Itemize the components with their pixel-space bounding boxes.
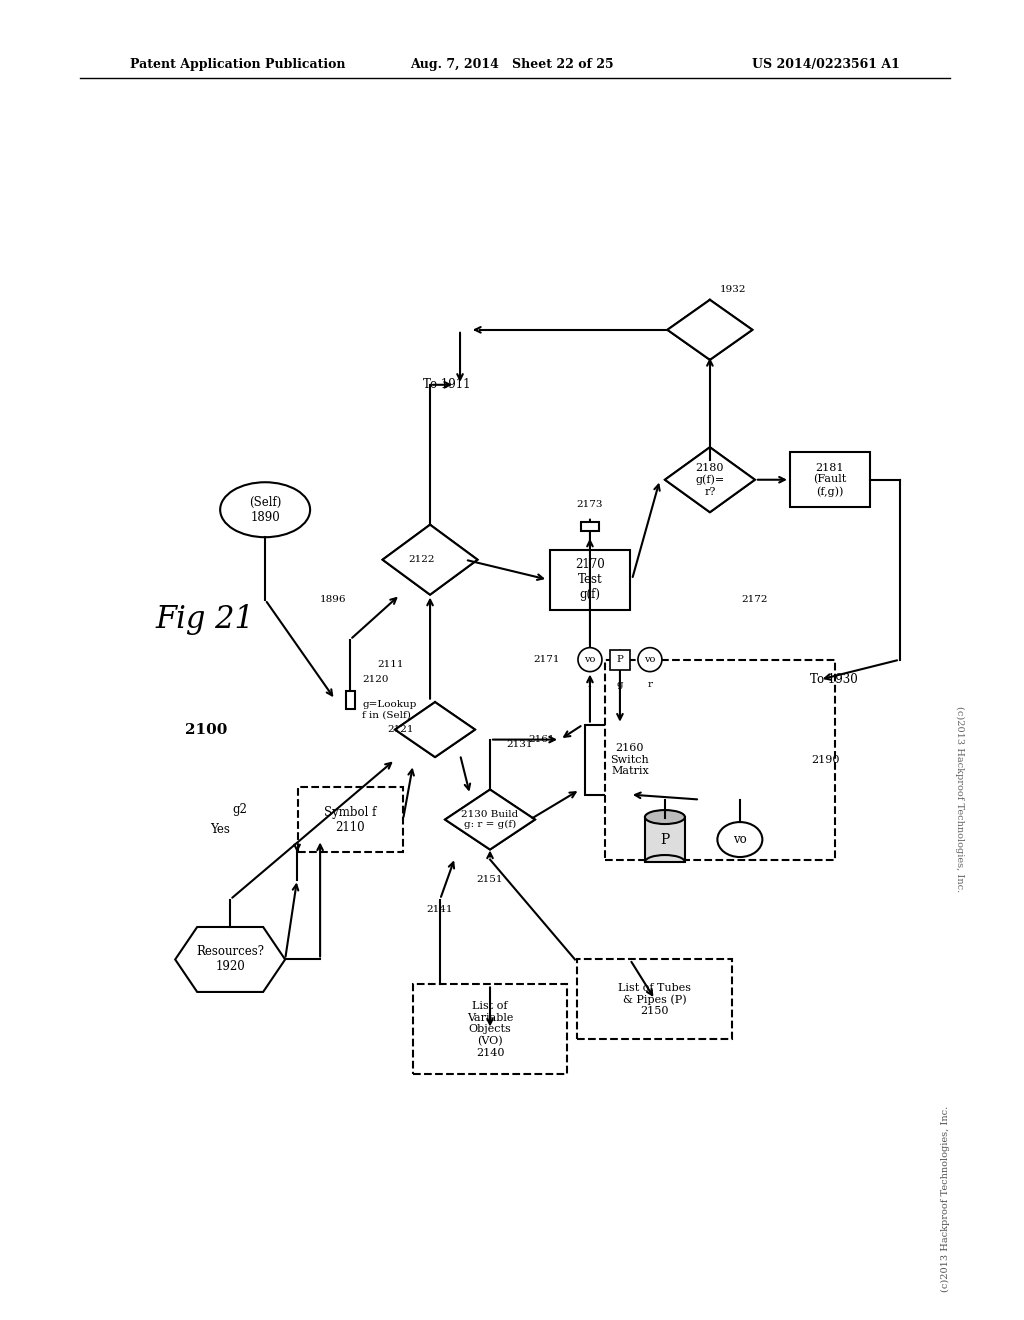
Text: 2171: 2171 [534,655,560,664]
Text: 2151: 2151 [477,875,503,884]
Text: 2172: 2172 [741,595,768,605]
Text: 1896: 1896 [319,595,346,605]
Polygon shape [445,789,535,850]
Polygon shape [383,525,477,595]
Text: 2111: 2111 [377,660,403,669]
Text: (c)2013 Hackproof Technologies, Inc.: (c)2013 Hackproof Technologies, Inc. [955,706,965,892]
Bar [345,690,354,709]
Text: (c)2013 Hackproof Technologies, Inc.: (c)2013 Hackproof Technologies, Inc. [941,1106,949,1292]
Text: r: r [647,680,652,689]
Text: 2180
g(f)=
r?: 2180 g(f)= r? [695,463,725,496]
Polygon shape [668,300,753,360]
Text: 2131: 2131 [507,741,534,748]
Text: 2170
Test
g(f): 2170 Test g(f) [575,558,605,601]
Circle shape [578,648,602,672]
Text: 2130 Build
g: r = g(f): 2130 Build g: r = g(f) [462,809,518,829]
Text: P: P [616,655,624,664]
Text: List of
Variable
Objects
(VO)
2140: List of Variable Objects (VO) 2140 [467,1001,513,1057]
Text: 2120: 2120 [362,675,388,684]
Text: 2173: 2173 [577,500,603,510]
Text: 2160
Switch
Matrix: 2160 Switch Matrix [610,743,649,776]
Ellipse shape [220,482,310,537]
Text: To 1911: To 1911 [423,379,470,391]
Text: 2141: 2141 [427,906,454,913]
Polygon shape [395,702,475,758]
Text: (Self)
1890: (Self) 1890 [249,496,282,524]
FancyBboxPatch shape [578,960,732,1039]
Text: 2181
(Fault
(f,g)): 2181 (Fault (f,g)) [813,462,847,496]
Text: vo: vo [733,833,746,846]
Text: vo: vo [644,655,655,664]
Polygon shape [175,927,285,991]
Text: US 2014/0223561 A1: US 2014/0223561 A1 [752,58,900,71]
FancyBboxPatch shape [790,453,869,507]
Polygon shape [665,447,755,512]
Text: g=Lookup
f in (Self): g=Lookup f in (Self) [362,700,417,719]
Text: 2121: 2121 [387,725,414,734]
FancyBboxPatch shape [298,787,402,851]
FancyBboxPatch shape [605,660,835,859]
Ellipse shape [645,810,685,824]
FancyBboxPatch shape [413,985,567,1074]
Text: Symbol f
2110: Symbol f 2110 [324,805,376,833]
Text: List of Tubes
& Pipes (P)
2150: List of Tubes & Pipes (P) 2150 [618,982,691,1016]
FancyBboxPatch shape [585,725,675,795]
Circle shape [638,648,662,672]
FancyBboxPatch shape [550,549,630,610]
Text: Aug. 7, 2014   Sheet 22 of 25: Aug. 7, 2014 Sheet 22 of 25 [411,58,613,71]
Ellipse shape [718,822,762,857]
Text: Yes: Yes [210,824,230,836]
Bar [610,649,630,669]
Text: 2190: 2190 [811,755,840,764]
Text: To 1930: To 1930 [810,673,857,686]
Text: vo: vo [585,655,596,664]
Text: 1932: 1932 [720,285,746,294]
Text: g2: g2 [232,803,248,816]
Text: 2100: 2100 [185,722,227,737]
Text: Fig 21: Fig 21 [156,605,254,635]
Text: 2122: 2122 [409,556,435,564]
Text: g: g [616,680,624,689]
Text: Resources?
1920: Resources? 1920 [197,945,264,973]
Text: f: f [588,680,592,689]
Text: Patent Application Publication: Patent Application Publication [130,58,346,71]
Text: 2161: 2161 [528,735,555,744]
Bar [645,817,685,862]
Text: P: P [660,833,670,846]
Bar [581,523,599,531]
